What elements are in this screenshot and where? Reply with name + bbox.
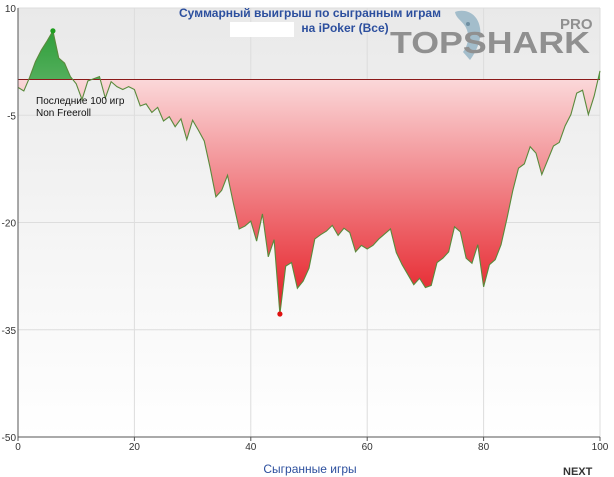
x-tick-label: 100 (592, 442, 609, 453)
logo-pro-text: PRO (560, 16, 593, 33)
extreme-markers (50, 28, 283, 317)
chart-title-line2: на iPoker (Все) (301, 21, 388, 35)
x-tick-label: 60 (362, 442, 374, 453)
shark-eye-icon (466, 22, 470, 26)
x-axis-title: Сыгранные игры (263, 462, 356, 476)
loss-area (18, 79, 600, 315)
legend-line-2: Non Freeroll (36, 108, 91, 119)
shark-mascot-icon (455, 10, 481, 60)
x-tick-label: 20 (129, 442, 141, 453)
area-fills (18, 30, 600, 315)
series-line (17, 29, 601, 315)
legend-line-1: Последние 100 игр (36, 96, 125, 107)
x-tick-label: 80 (478, 442, 490, 453)
y-tick-label: -50 (2, 433, 17, 444)
y-axis-ticks: 10 -5 -20 -35 -50 (2, 4, 17, 444)
marker-min (277, 311, 283, 317)
x-tick-label: 40 (245, 442, 257, 453)
topshark-logo: TOPSHARK PRO (390, 10, 593, 60)
y-tick-label: -35 (2, 326, 17, 337)
y-tick-label: 10 (5, 4, 17, 15)
logo-text: TOPSHARK (390, 25, 591, 60)
y-tick-label: -20 (2, 219, 17, 230)
legend: Последние 100 игр Non Freeroll (36, 96, 125, 119)
x-tick-label: 0 (15, 442, 21, 453)
marker-max (50, 28, 56, 34)
y-tick-label: -5 (7, 111, 16, 122)
next-button[interactable]: NEXT (563, 466, 593, 477)
title-mask (230, 22, 294, 37)
x-axis-ticks: 0 20 40 60 80 100 (15, 437, 609, 453)
chart-title-line1: Суммарный выигрыш по сыгранным играм (179, 6, 441, 20)
